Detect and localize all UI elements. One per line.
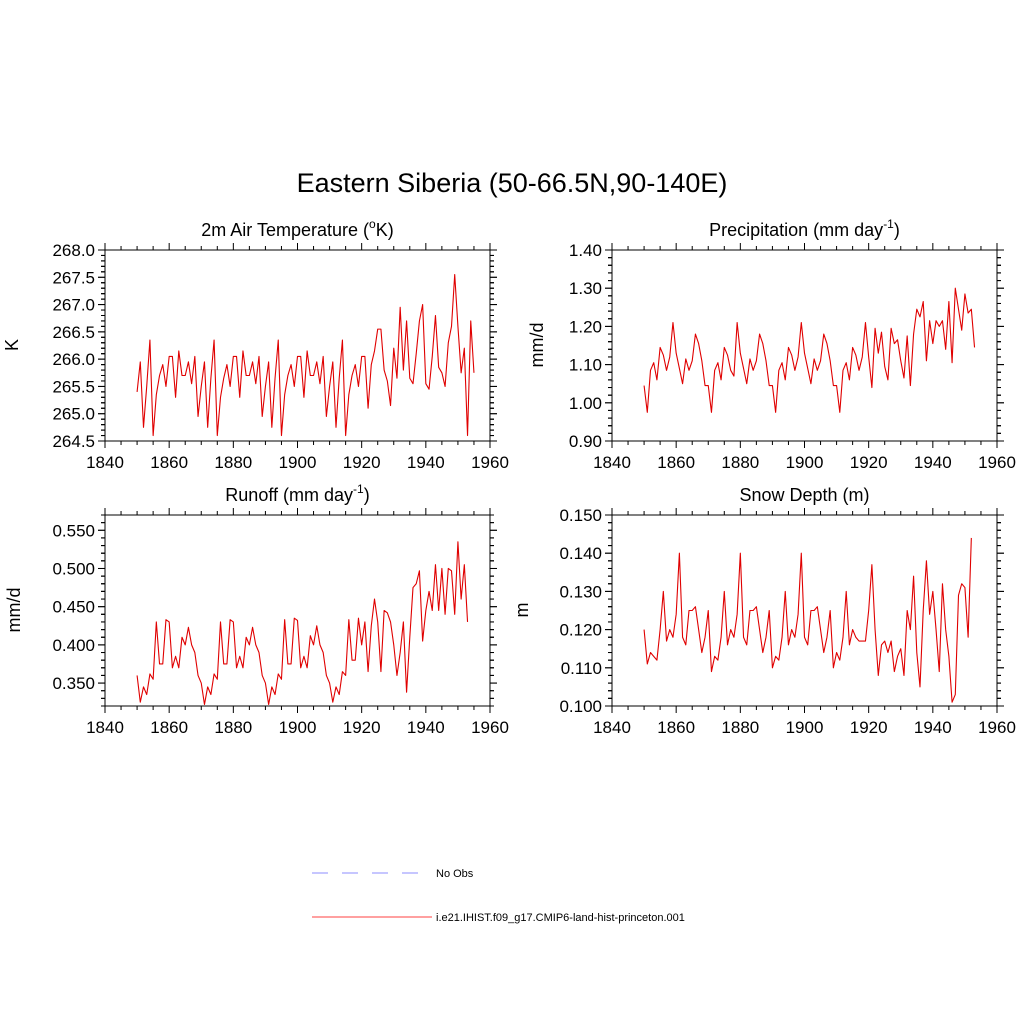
x-tick-label: 1940 bbox=[407, 453, 445, 472]
plot-frame bbox=[611, 514, 998, 707]
x-tick-label: 1860 bbox=[150, 718, 188, 737]
x-tick-label: 1860 bbox=[150, 453, 188, 472]
y-tick-label: 1.40 bbox=[569, 241, 602, 260]
x-tick-label: 1880 bbox=[214, 718, 252, 737]
y-tick-label: 1.00 bbox=[569, 394, 602, 413]
y-tick-label: 0.120 bbox=[559, 621, 602, 640]
x-tick-label: 1900 bbox=[279, 718, 317, 737]
legend: No Obs i.e21.IHIST.f09_g17.CMIP6-land-hi… bbox=[312, 868, 685, 924]
y-tick-label: 1.20 bbox=[569, 317, 602, 336]
y-tick-label: 0.450 bbox=[52, 598, 95, 617]
panel-title: 2m Air Temperature (oK) bbox=[201, 217, 393, 240]
y-axis-label: mm/d bbox=[4, 588, 24, 633]
x-tick-label: 1920 bbox=[850, 718, 888, 737]
y-tick-label: 0.90 bbox=[569, 432, 602, 451]
x-tick-label: 1920 bbox=[850, 453, 888, 472]
y-tick-label: 0.500 bbox=[52, 559, 95, 578]
x-tick-label: 1840 bbox=[593, 453, 631, 472]
y-axis-label: K bbox=[2, 339, 22, 351]
series-line bbox=[643, 537, 972, 703]
y-tick-label: 265.5 bbox=[52, 377, 95, 396]
chart-panel-1: 1840 1860 1880 1900 1920 1940 1960 264.5 265.0 26… bbox=[2, 217, 509, 472]
legend-label-model: i.e21.IHIST.f09_g17.CMIP6-land-hist-prin… bbox=[436, 912, 685, 924]
chart-panel-4: 1840 1860 1880 1900 1920 1940 1960 0.100 0.110 0.… bbox=[512, 485, 1016, 737]
x-tick-label: 1880 bbox=[214, 453, 252, 472]
y-tick-label: 0.110 bbox=[561, 659, 602, 678]
x-tick-label: 1940 bbox=[914, 718, 952, 737]
tick-marks bbox=[98, 243, 497, 448]
x-tick-label: 1920 bbox=[343, 718, 381, 737]
x-tick-label: 1840 bbox=[593, 718, 631, 737]
y-tick-label: 266.5 bbox=[52, 323, 95, 342]
y-tick-label: 268.0 bbox=[52, 241, 95, 260]
series-line bbox=[643, 287, 976, 413]
y-tick-label: 265.0 bbox=[52, 405, 95, 424]
x-tick-label: 1940 bbox=[407, 718, 445, 737]
y-tick-label: 0.100 bbox=[559, 697, 602, 716]
y-tick-label: 264.5 bbox=[52, 432, 95, 451]
series-line bbox=[136, 541, 469, 706]
y-tick-label: 266.0 bbox=[52, 350, 95, 369]
x-tick-label: 1960 bbox=[978, 453, 1016, 472]
plot-frame bbox=[611, 249, 998, 442]
x-tick-label: 1920 bbox=[343, 453, 381, 472]
y-axis-label: m bbox=[512, 603, 532, 618]
series-line bbox=[136, 274, 475, 437]
tick-marks bbox=[605, 243, 1004, 448]
y-tick-label: 0.350 bbox=[52, 674, 95, 693]
y-axis-label: mm/d bbox=[527, 323, 547, 368]
panel-title: Runoff (mm day-1) bbox=[225, 482, 369, 505]
x-tick-label: 1840 bbox=[86, 453, 124, 472]
panel-title: Snow Depth (m) bbox=[739, 485, 869, 505]
x-tick-label: 1900 bbox=[786, 453, 824, 472]
tick-marks bbox=[98, 508, 497, 713]
legend-label-no-obs: No Obs bbox=[436, 868, 474, 880]
x-tick-label: 1960 bbox=[471, 718, 509, 737]
x-tick-label: 1900 bbox=[786, 718, 824, 737]
y-tick-label: 0.400 bbox=[52, 636, 95, 655]
x-tick-label: 1900 bbox=[279, 453, 317, 472]
y-tick-label: 267.0 bbox=[52, 296, 95, 315]
x-tick-label: 1940 bbox=[914, 453, 952, 472]
y-tick-label: 1.10 bbox=[569, 356, 602, 375]
x-tick-label: 1860 bbox=[657, 453, 695, 472]
x-tick-label: 1840 bbox=[86, 718, 124, 737]
panel-title: Precipitation (mm day-1) bbox=[709, 217, 900, 240]
x-tick-label: 1880 bbox=[721, 453, 759, 472]
y-tick-label: 0.150 bbox=[559, 506, 602, 525]
y-tick-label: 0.130 bbox=[559, 582, 602, 601]
y-tick-label: 0.140 bbox=[559, 544, 602, 563]
y-tick-label: 1.30 bbox=[569, 279, 602, 298]
x-tick-label: 1960 bbox=[471, 453, 509, 472]
x-tick-label: 1960 bbox=[978, 718, 1016, 737]
x-tick-label: 1860 bbox=[657, 718, 695, 737]
y-tick-label: 267.5 bbox=[52, 268, 95, 287]
page-title: Eastern Siberia (50-66.5N,90-140E) bbox=[296, 168, 728, 198]
chart-panel-2: 1840 1860 1880 1900 1920 1940 1960 0.90 1.00 1.10… bbox=[527, 217, 1016, 472]
tick-marks bbox=[605, 508, 1004, 713]
x-tick-label: 1880 bbox=[721, 718, 759, 737]
y-tick-label: 0.550 bbox=[52, 521, 95, 540]
plot-frame bbox=[104, 249, 491, 442]
chart-panel-3: 1840 1860 1880 1900 1920 1940 1960 0.350 0.400 0.… bbox=[4, 482, 509, 737]
